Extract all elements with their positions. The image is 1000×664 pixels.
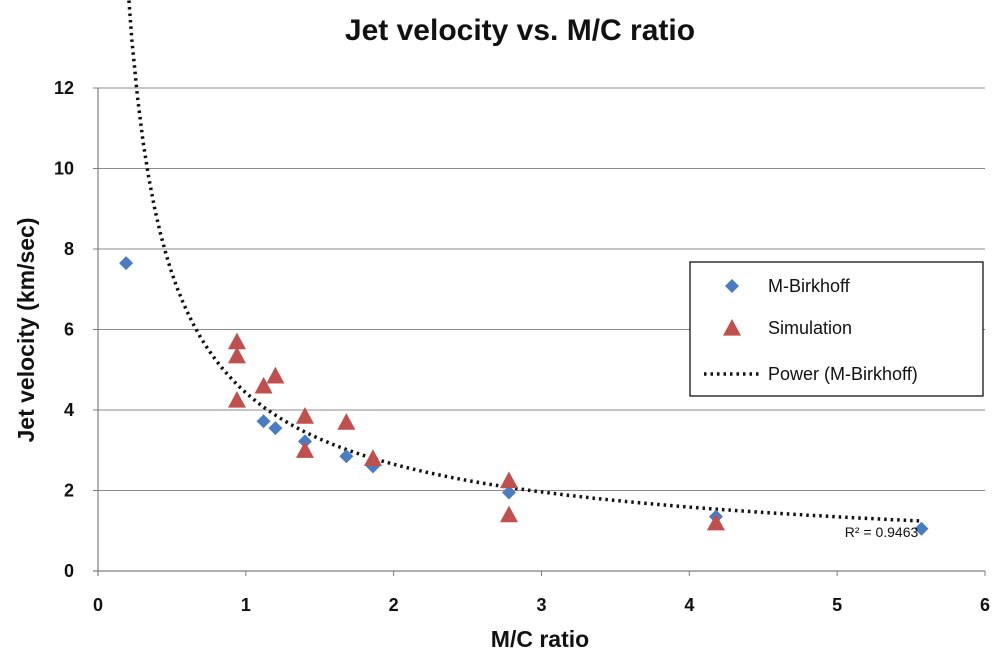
legend-label: Simulation — [768, 318, 852, 338]
point-m-birkhoff — [256, 414, 271, 429]
point-simulation — [295, 407, 314, 424]
x-tick-label: 3 — [536, 595, 546, 615]
gridlines — [98, 87, 985, 491]
point-m-birkhoff — [119, 256, 134, 271]
point-simulation — [499, 505, 518, 523]
y-axis-label: Jet velocity (km/sec) — [13, 217, 39, 442]
point-m-birkhoff — [268, 421, 283, 436]
legend-marker-simulation — [723, 319, 741, 336]
point-simulation — [266, 366, 285, 384]
chart-title: Jet velocity vs. M/C ratio — [345, 14, 695, 47]
point-simulation — [227, 332, 246, 350]
y-tick-label: 2 — [64, 481, 74, 501]
legend-label: M-Birkhoff — [768, 276, 851, 296]
point-simulation — [363, 449, 382, 466]
point-m-birkhoff — [501, 485, 516, 500]
x-tick-label: 4 — [684, 595, 694, 615]
legend: M-Birkhoff Simulation Power (M-Birkhoff) — [689, 261, 984, 397]
legend-marker-m-birkhoff — [725, 279, 739, 293]
y-tick-label: 10 — [54, 159, 74, 179]
y-tick-label: 4 — [64, 400, 74, 420]
y-tick-label: 6 — [64, 320, 74, 340]
point-simulation — [227, 346, 246, 364]
point-simulation — [295, 441, 314, 458]
point-m-birkhoff — [339, 449, 354, 464]
point-simulation — [337, 413, 356, 430]
point-m-birkhoff — [914, 521, 929, 536]
x-axis-label: M/C ratio — [491, 626, 589, 652]
point-simulation — [254, 376, 273, 394]
y-tick-label: 12 — [54, 78, 74, 98]
trendline-power — [127, 0, 922, 523]
point-simulation — [499, 471, 518, 489]
y-tick-label: 8 — [64, 239, 74, 259]
y-tick-label: 0 — [64, 561, 74, 581]
x-tick-label: 5 — [832, 595, 842, 615]
x-tick-label: 1 — [241, 595, 251, 615]
x-tick-label: 2 — [389, 595, 399, 615]
legend-label: Power (M-Birkhoff) — [768, 364, 918, 384]
point-simulation — [706, 513, 725, 531]
x-tick-label: 0 — [93, 595, 103, 615]
trendline-layer — [127, 0, 922, 523]
x-tick-label: 6 — [980, 595, 990, 615]
data-points — [119, 256, 929, 536]
point-simulation — [227, 390, 246, 408]
r-squared-label: R² = 0.9463 — [845, 524, 919, 540]
